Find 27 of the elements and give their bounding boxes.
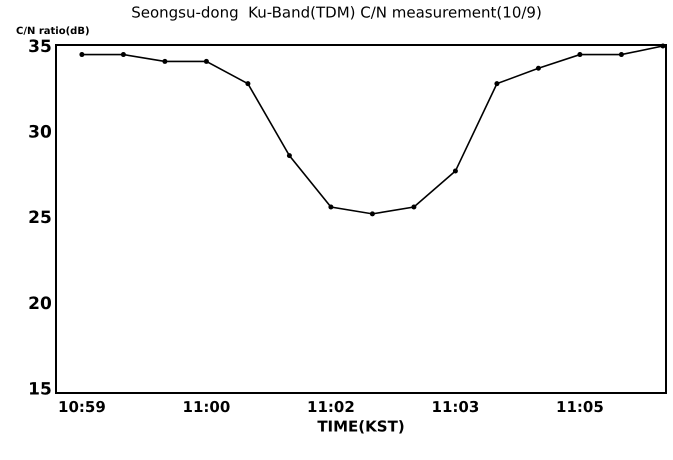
y-tick-label: 15 — [28, 380, 52, 400]
point — [452, 168, 458, 174]
point — [328, 204, 334, 210]
point — [577, 52, 582, 58]
point — [411, 204, 416, 210]
point — [245, 81, 250, 86]
x-tick-label: 11:00 — [182, 398, 230, 416]
chart-title: Seongsu-dong Ku-Band(TDM) C/N measurement(10/9) — [131, 3, 542, 22]
point — [162, 58, 168, 64]
point — [618, 52, 624, 58]
point — [370, 211, 375, 216]
x-tick-label: 11:03 — [432, 398, 480, 416]
y-axis-title: C/N ratio(dB) — [16, 26, 90, 37]
point — [286, 153, 292, 158]
point — [494, 81, 500, 86]
y-tick-label: 20 — [28, 294, 52, 314]
y-tick-label: 35 — [28, 36, 52, 57]
point — [120, 52, 126, 58]
y-tick-label: 30 — [28, 122, 52, 143]
point — [204, 58, 209, 64]
x-tick-label: 11:02 — [307, 398, 355, 416]
point — [536, 66, 541, 71]
x-tick-label: 11:05 — [556, 398, 604, 416]
y-tick-label: 25 — [28, 208, 52, 228]
x-tick-label: 10:59 — [58, 398, 106, 416]
point — [79, 52, 84, 58]
x-axis-title: TIME(KST) — [317, 417, 405, 436]
